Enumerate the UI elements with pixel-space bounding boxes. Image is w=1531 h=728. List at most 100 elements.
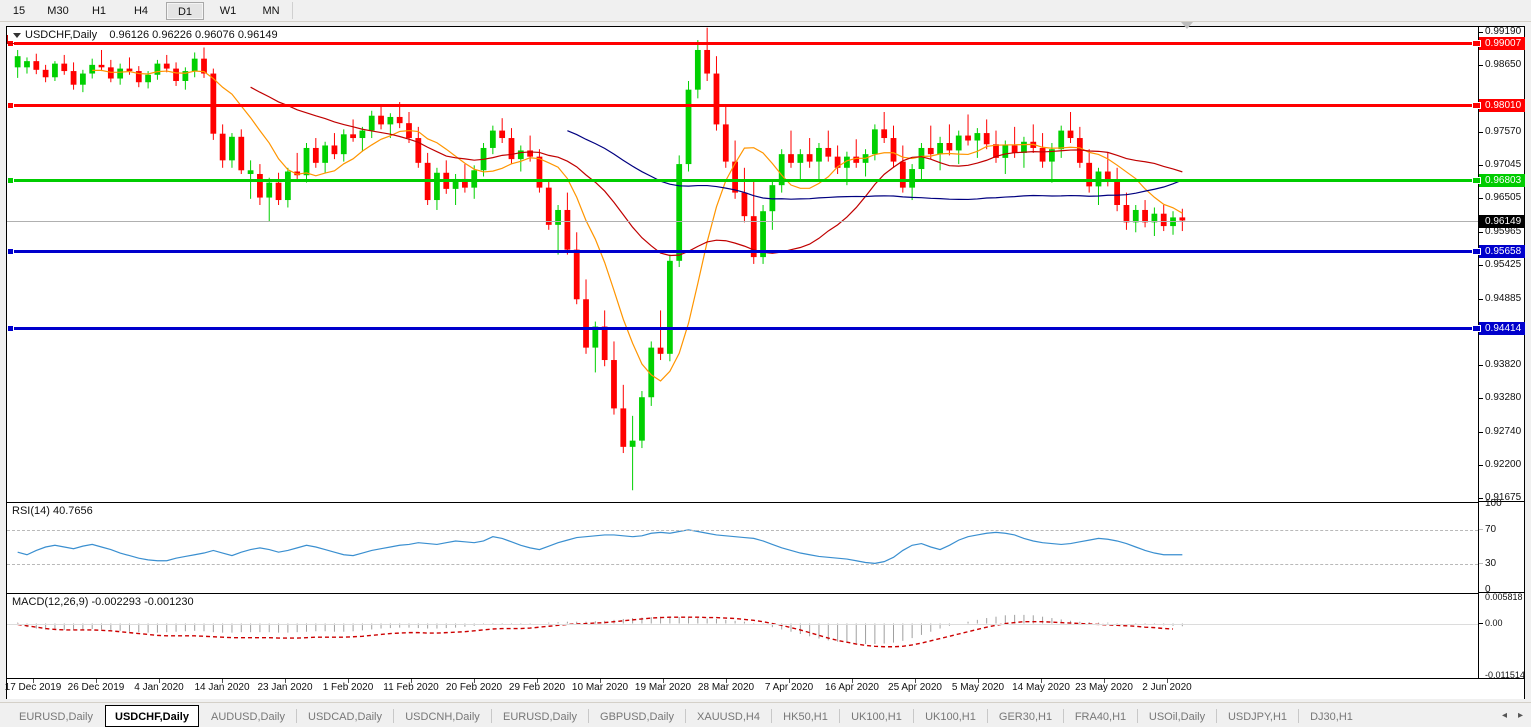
date-axis-label: 11 Feb 2020: [383, 682, 439, 693]
level-line-anchor-right[interactable]: [1472, 248, 1478, 256]
date-axis-tick: [789, 679, 790, 683]
level-line-anchor-right[interactable]: [1472, 177, 1478, 185]
date-axis-label: 19 Mar 2020: [634, 682, 692, 693]
price-tag-pivot[interactable]: 0.96803: [1474, 174, 1525, 188]
price-pane[interactable]: USDCHF,Daily 0.96126 0.96226 0.96076 0.9…: [7, 27, 1478, 501]
chart-corner-marker: [7, 35, 15, 44]
chart-tab-usoil-daily[interactable]: USOil,Daily: [1148, 711, 1206, 723]
timeframe-button-h4[interactable]: H4: [133, 5, 149, 17]
price-axis-tick: [1479, 465, 1483, 466]
level-line-resistance-0.98010[interactable]: [7, 102, 1478, 110]
chart-tab-uk100-h1[interactable]: UK100,H1: [851, 711, 902, 723]
chart-tab-usdcnh-daily[interactable]: USDCNH,Daily: [405, 711, 480, 723]
price-tag-support[interactable]: 0.94414: [1474, 322, 1525, 336]
axis-divider-2: [1479, 592, 1525, 593]
chart-tab-dj30-h1[interactable]: DJ30,H1: [1310, 711, 1353, 723]
tab-separator: [588, 709, 589, 723]
chart-tab-gbpusd-daily[interactable]: GBPUSD,Daily: [600, 711, 674, 723]
tab-separator: [491, 709, 492, 723]
price-axis-tick: [1479, 365, 1483, 366]
date-axis-label: 4 Jan 2020: [134, 682, 184, 693]
macd-pane[interactable]: MACD(12,26,9) -0.002293 -0.001230: [7, 593, 1478, 679]
chart-tab-usdcad-daily[interactable]: USDCAD,Daily: [308, 711, 382, 723]
tab-separator: [685, 709, 686, 723]
timeframe-button-m30[interactable]: M30: [47, 5, 69, 17]
chart-tab-bar: ◂ ▸ EURUSD,Daily USDCHF,Daily AUDUSD,Daily…: [0, 702, 1531, 727]
tab-separator: [771, 709, 772, 723]
price-tag-resistance[interactable]: 0.99007: [1474, 37, 1525, 51]
macd-axis-tick: [1479, 623, 1483, 624]
price-axis-label: 0.92200: [1485, 459, 1522, 471]
date-axis-tick: [159, 679, 160, 683]
price-axis-tick: [1479, 498, 1483, 499]
chart-tab-uk100-h1[interactable]: UK100,H1: [925, 711, 976, 723]
level-line-anchor-left[interactable]: [7, 325, 14, 333]
toolbar-divider: [292, 2, 293, 19]
date-axis-label: 17 Dec 2019: [4, 682, 62, 693]
chart-top-marker-icon: [1181, 22, 1193, 29]
price-axis-label: 0.95965: [1485, 225, 1522, 237]
macd-label: MACD(12,26,9) -0.002293 -0.001230: [12, 596, 194, 608]
date-axis-tick: [96, 679, 97, 683]
level-line-anchor-right[interactable]: [1472, 102, 1478, 110]
timeframe-button-d1[interactable]: D1: [166, 2, 204, 20]
date-axis-label: 23 May 2020: [1075, 682, 1133, 693]
date-axis-tick: [348, 679, 349, 683]
level-line-support-0.95658[interactable]: [7, 248, 1478, 256]
price-axis-tick: [1479, 165, 1483, 166]
date-axis-label: 14 Jan 2020: [194, 682, 250, 693]
price-axis-tick: [1479, 432, 1483, 433]
date-axis[interactable]: 17 Dec 2019 26 Dec 2019 4 Jan 2020 14 Jan 2…: [4, 679, 1525, 699]
chart-symbol-header: USDCHF,Daily 0.96126 0.96226 0.96076 0.9…: [25, 29, 278, 41]
price-axis-tick: [1479, 232, 1483, 233]
timeframe-button-h1[interactable]: H1: [91, 5, 107, 17]
timeframe-button-w1[interactable]: W1: [219, 5, 237, 17]
chart-tab-xauusd-h4[interactable]: XAUUSD,H4: [697, 711, 760, 723]
level-line-anchor-left[interactable]: [7, 102, 14, 110]
level-line-anchor-right[interactable]: [1472, 40, 1478, 48]
macd-series: [17, 614, 1183, 648]
rsi-axis-label: 70: [1485, 523, 1497, 535]
date-axis-label: 14 May 2020: [1012, 682, 1070, 693]
level-line-pivot-0.96803[interactable]: [7, 177, 1478, 185]
price-tag-resistance[interactable]: 0.98010: [1474, 99, 1525, 113]
chart-tab-hk50-h1[interactable]: HK50,H1: [783, 711, 828, 723]
tab-scroll-right-icon[interactable]: ▸: [1517, 710, 1523, 721]
chart-tab-eurusd-daily[interactable]: EURUSD,Daily: [19, 711, 93, 723]
timeframe-button-mn[interactable]: MN: [262, 5, 280, 17]
price-axis[interactable]: 0.99190 0.98650 0.97570 0.97045 0.96505 0.959…: [1474, 27, 1525, 680]
level-line-resistance-0.99007[interactable]: [7, 40, 1478, 48]
chart-frame: USDCHF,Daily 0.96126 0.96226 0.96076 0.9…: [6, 26, 1525, 680]
chart-tab-usdchf-daily[interactable]: USDCHF,Daily: [105, 705, 199, 727]
rsi-axis-label: 30: [1485, 558, 1497, 570]
date-axis-tick: [537, 679, 538, 683]
level-line-anchor-right[interactable]: [1472, 325, 1478, 333]
chart-tab-audusd-daily[interactable]: AUDUSD,Daily: [211, 711, 285, 723]
chart-symbol-label: USDCHF,Daily: [25, 29, 98, 41]
price-axis-label: 0.97570: [1485, 126, 1522, 138]
chart-tab-eurusd-daily[interactable]: EURUSD,Daily: [503, 711, 577, 723]
timeframe-toolbar: 15 M30 H1 H4 D1 W1 MN: [0, 0, 1531, 22]
date-axis-label: 2 Jun 2020: [1142, 682, 1192, 693]
chart-tab-fra40-h1[interactable]: FRA40,H1: [1074, 711, 1127, 723]
date-axis-tick: [600, 679, 601, 683]
date-axis-label: 7 Apr 2020: [764, 682, 814, 693]
date-axis-label: 28 Mar 2020: [697, 682, 755, 693]
rsi-pane[interactable]: RSI(14) 40.7656: [7, 502, 1478, 593]
chart-tab-usdjpy-h1[interactable]: USDJPY,H1: [1227, 711, 1288, 723]
level-line-anchor-left[interactable]: [7, 248, 14, 256]
price-tag-last-price[interactable]: 0.96149: [1479, 214, 1525, 228]
chevron-down-icon[interactable]: [13, 33, 21, 38]
rsi-level-30: [7, 564, 1478, 565]
timeframe-button-15[interactable]: 15: [12, 5, 26, 17]
date-axis-tick: [663, 679, 664, 683]
tab-scroll-left-icon[interactable]: ◂: [1501, 710, 1507, 721]
level-line-support-0.94414[interactable]: [7, 325, 1478, 333]
price-axis-tick: [1479, 65, 1483, 66]
level-line-anchor-left[interactable]: [7, 177, 14, 185]
tab-separator: [296, 709, 297, 723]
chart-tab-ger30-h1[interactable]: GER30,H1: [998, 711, 1053, 723]
last-price-line: [7, 221, 1478, 222]
price-tag-support[interactable]: 0.95658: [1474, 245, 1525, 259]
tab-separator: [1063, 709, 1064, 723]
